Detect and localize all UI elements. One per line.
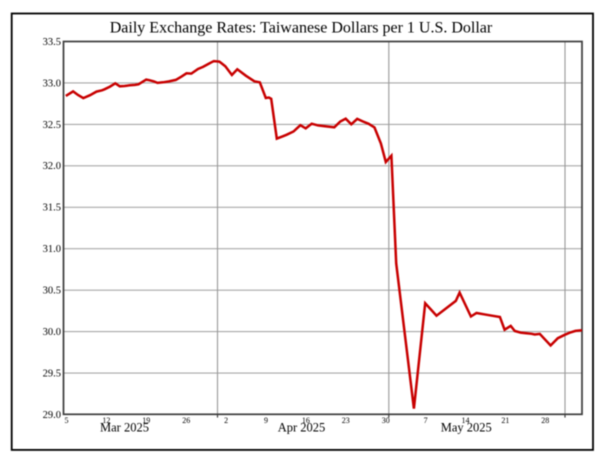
svg-text:30: 30 — [382, 416, 390, 425]
svg-text:Mar 2025: Mar 2025 — [100, 421, 149, 435]
svg-text:12: 12 — [102, 416, 110, 425]
svg-text:Apr 2025: Apr 2025 — [278, 421, 326, 435]
svg-text:30.0: 30.0 — [43, 327, 61, 338]
svg-text:32.0: 32.0 — [43, 161, 61, 172]
svg-text:33.5: 33.5 — [43, 37, 61, 48]
svg-text:30.5: 30.5 — [43, 286, 61, 297]
svg-text:2: 2 — [224, 416, 228, 425]
svg-text:May 2025: May 2025 — [441, 421, 492, 435]
svg-text:7: 7 — [424, 416, 428, 425]
svg-text:29.5: 29.5 — [43, 369, 61, 380]
svg-text:21: 21 — [501, 416, 509, 425]
svg-text:14: 14 — [462, 416, 470, 425]
svg-text:28: 28 — [541, 416, 549, 425]
svg-text:31.0: 31.0 — [43, 244, 61, 255]
svg-text:19: 19 — [142, 416, 150, 425]
svg-text:9: 9 — [264, 416, 268, 425]
svg-text:33.0: 33.0 — [43, 78, 61, 89]
svg-text:32.5: 32.5 — [43, 120, 61, 131]
svg-text:23: 23 — [342, 416, 350, 425]
svg-text:5: 5 — [65, 416, 69, 425]
svg-text:31.5: 31.5 — [43, 203, 61, 214]
svg-text:29.0: 29.0 — [43, 410, 61, 421]
svg-text:16: 16 — [302, 416, 310, 425]
svg-text:26: 26 — [182, 416, 190, 425]
svg-text:Daily Exchange Rates: Taiwanes: Daily Exchange Rates: Taiwanese Dollars … — [110, 19, 493, 36]
